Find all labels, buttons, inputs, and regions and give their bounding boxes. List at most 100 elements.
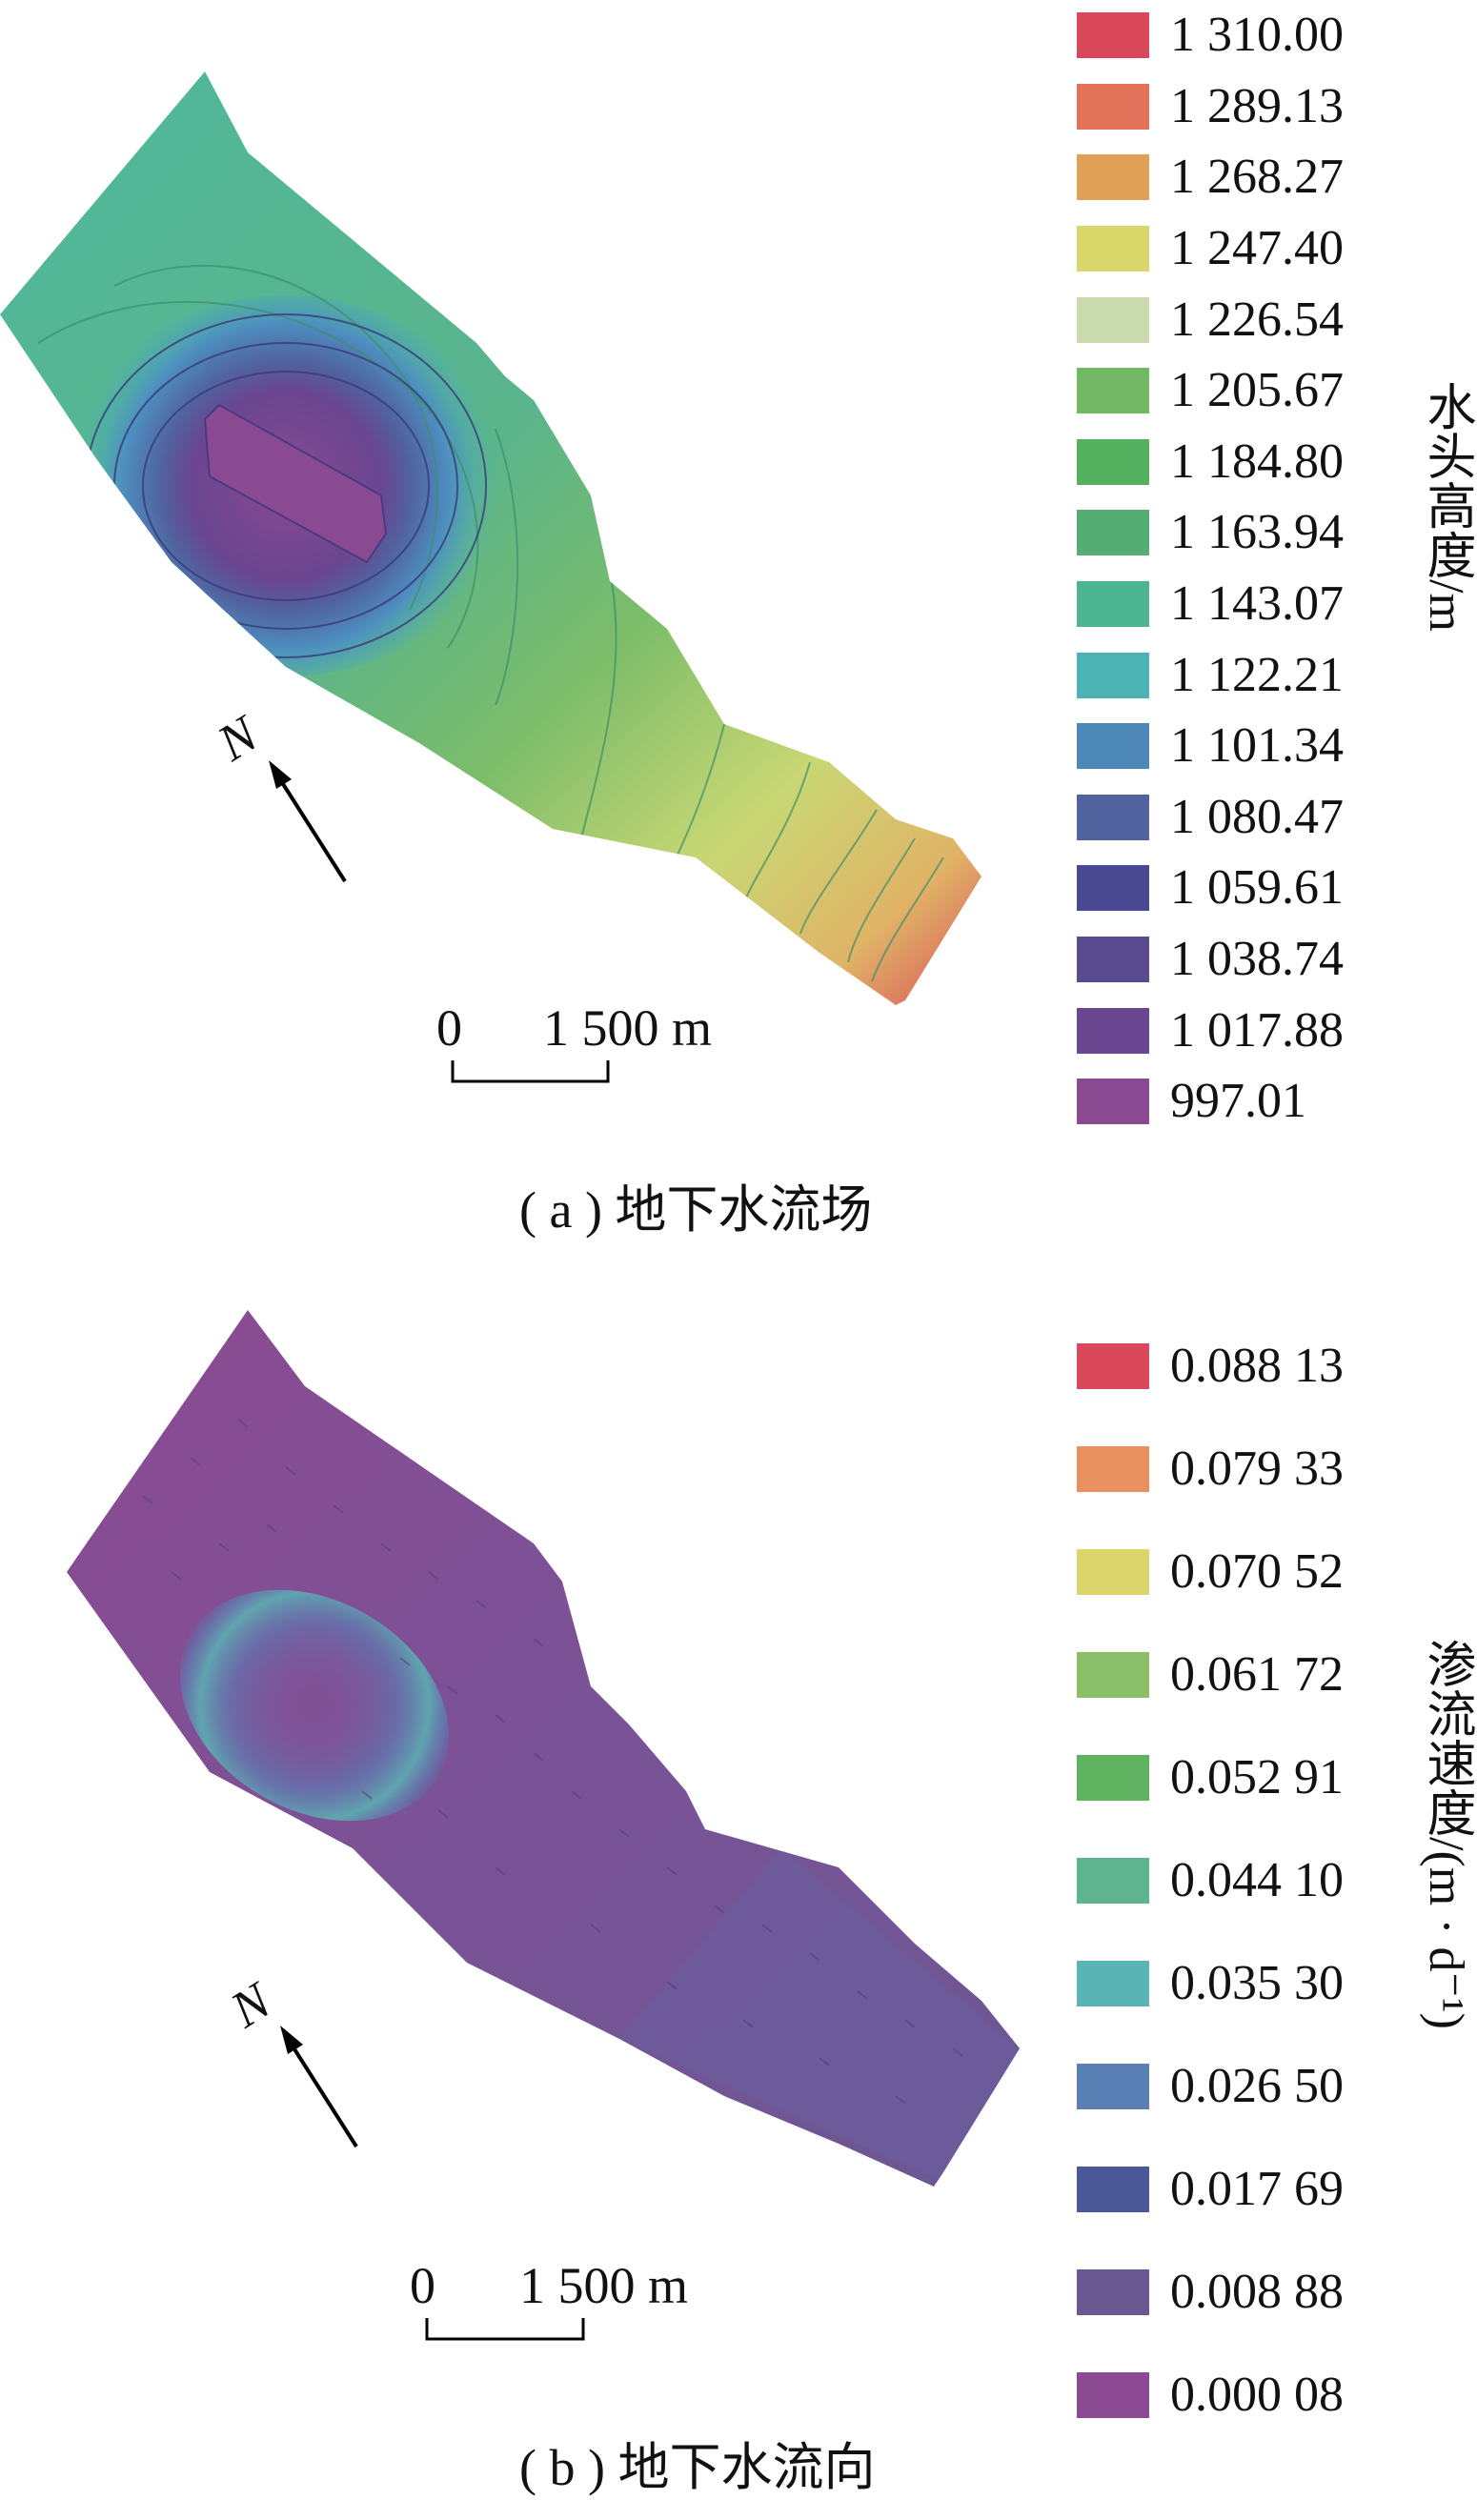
north-arrow: N [207, 704, 347, 883]
legend-item: 1 101.34 [1077, 711, 1344, 782]
legend-label: 1 059.61 [1170, 860, 1344, 916]
legend-item: 0.088 13 [1077, 1315, 1344, 1418]
legend-swatch [1077, 1755, 1149, 1801]
scale-distance: 1 500 m [519, 2257, 688, 2314]
legend-swatch [1077, 1549, 1149, 1595]
legend-swatch [1077, 296, 1149, 343]
legend-label: 0.070 52 [1170, 1544, 1344, 1599]
panel-groundwater-flow-field: N 0 1 500 m 1 310.00 1 289.13 1 268.27 1 24… [0, 0, 1477, 1258]
legend-swatch [1077, 2167, 1149, 2212]
legend-item: 0.052 91 [1077, 1726, 1344, 1829]
legend-label: 1 268.27 [1170, 150, 1344, 205]
flow-vectors [142, 1419, 963, 2105]
legend-item: 0.079 33 [1077, 1418, 1344, 1521]
legend-label: 1 226.54 [1170, 292, 1344, 347]
legend-label: 1 289.13 [1170, 78, 1344, 133]
legend-swatch [1077, 865, 1149, 912]
legend-label: 0.044 10 [1170, 1853, 1344, 1907]
scale-bar: 0 1 500 m [410, 2257, 688, 2341]
legend-item: 1 289.13 [1077, 71, 1344, 143]
legend-swatch [1077, 438, 1149, 485]
legend-label: 1 184.80 [1170, 433, 1344, 489]
legend-swatch [1077, 2064, 1149, 2109]
legend-label: 997.01 [1170, 1074, 1306, 1129]
legend-item: 1 226.54 [1077, 284, 1344, 355]
legend-swatch [1077, 1343, 1149, 1389]
legend-swatch [1077, 1079, 1149, 1125]
legend-item: 1 205.67 [1077, 355, 1344, 427]
head-legend-title: 水头高度/m [1419, 381, 1473, 632]
legend-item: 1 268.27 [1077, 142, 1344, 213]
legend-label: 1 143.07 [1170, 576, 1344, 632]
legend-swatch [1077, 83, 1149, 130]
legend-label: 0.017 69 [1170, 2162, 1344, 2216]
legend-swatch [1077, 581, 1149, 628]
legend-item: 997.01 [1077, 1066, 1344, 1138]
legend-item: 1 059.61 [1077, 853, 1344, 924]
legend-item: 0.000 08 [1077, 2344, 1344, 2447]
legend-item: 0.008 88 [1077, 2241, 1344, 2344]
head-contours [37, 264, 944, 982]
legend-label: 1 163.94 [1170, 505, 1344, 560]
legend-label: 0.088 13 [1170, 1339, 1344, 1393]
velocity-surface [67, 1310, 1020, 2187]
legend-item: 1 143.07 [1077, 569, 1344, 640]
legend-label: 1 017.88 [1170, 1002, 1344, 1058]
scale-bar: 0 1 500 m [436, 999, 712, 1083]
caption-b: ( b ) 地下水流向 [519, 2439, 876, 2496]
legend-swatch [1077, 794, 1149, 840]
legend-label: 0.052 91 [1170, 1750, 1344, 1804]
head-legend: 1 310.00 1 289.13 1 268.27 1 247.40 1 226.54… [1077, 0, 1344, 1138]
legend-item: 0.070 52 [1077, 1521, 1344, 1623]
legend-swatch [1077, 652, 1149, 698]
legend-item: 1 247.40 [1077, 213, 1344, 285]
legend-label: 1 122.21 [1170, 647, 1344, 702]
legend-swatch [1077, 1652, 1149, 1698]
legend-swatch [1077, 368, 1149, 414]
north-label: N [207, 704, 270, 773]
scale-zero: 0 [410, 2257, 435, 2314]
legend-item: 0.044 10 [1077, 1829, 1344, 1932]
legend-item: 0.026 50 [1077, 2035, 1344, 2138]
legend-swatch [1077, 1446, 1149, 1492]
north-label: N [220, 1970, 283, 2039]
legend-swatch [1077, 1961, 1149, 2006]
legend-item: 1 310.00 [1077, 0, 1344, 71]
legend-label: 1 080.47 [1170, 789, 1344, 844]
legend-label: 0.061 72 [1170, 1647, 1344, 1702]
legend-label: 0.079 33 [1170, 1441, 1344, 1496]
legend-swatch [1077, 226, 1149, 272]
panel-groundwater-flow-direction: N 0 1 500 m 0.088 13 0.079 33 0.070 52 0.06… [0, 1258, 1477, 2520]
legend-label: 1 038.74 [1170, 932, 1344, 987]
legend-label: 0.000 08 [1170, 2368, 1344, 2422]
legend-label: 1 101.34 [1170, 718, 1344, 774]
legend-label: 1 310.00 [1170, 8, 1344, 63]
legend-label: 0.026 50 [1170, 2059, 1344, 2113]
legend-label: 1 247.40 [1170, 221, 1344, 276]
legend-swatch [1077, 154, 1149, 201]
legend-item: 1 017.88 [1077, 995, 1344, 1066]
legend-label: 1 205.67 [1170, 363, 1344, 418]
legend-swatch [1077, 937, 1149, 983]
legend-item: 1 038.74 [1077, 924, 1344, 996]
legend-swatch [1077, 510, 1149, 556]
velocity-legend-title: 渗流速度/(m · d⁻¹) [1419, 1639, 1473, 2029]
legend-item: 1 080.47 [1077, 782, 1344, 854]
legend-swatch [1077, 723, 1149, 770]
scale-distance: 1 500 m [543, 999, 712, 1057]
legend-swatch [1077, 12, 1149, 59]
flow-direction-map: N 0 1 500 m [67, 1310, 1020, 2341]
legend-item: 0.061 72 [1077, 1623, 1344, 1726]
legend-item: 1 163.94 [1077, 497, 1344, 569]
legend-item: 0.035 30 [1077, 1932, 1344, 2035]
legend-label: 0.035 30 [1170, 1956, 1344, 2010]
caption-a: ( a ) 地下水流场 [519, 1181, 873, 1239]
velocity-legend: 0.088 13 0.079 33 0.070 52 0.061 72 0.052 91… [1077, 1315, 1344, 2447]
legend-item: 1 122.21 [1077, 639, 1344, 711]
legend-swatch [1077, 2372, 1149, 2418]
flow-field-map: N 0 1 500 m [0, 71, 981, 1083]
legend-item: 1 184.80 [1077, 427, 1344, 498]
depression-zone [203, 403, 388, 564]
flow-field-surface [0, 71, 981, 1005]
legend-item: 0.017 69 [1077, 2138, 1344, 2241]
